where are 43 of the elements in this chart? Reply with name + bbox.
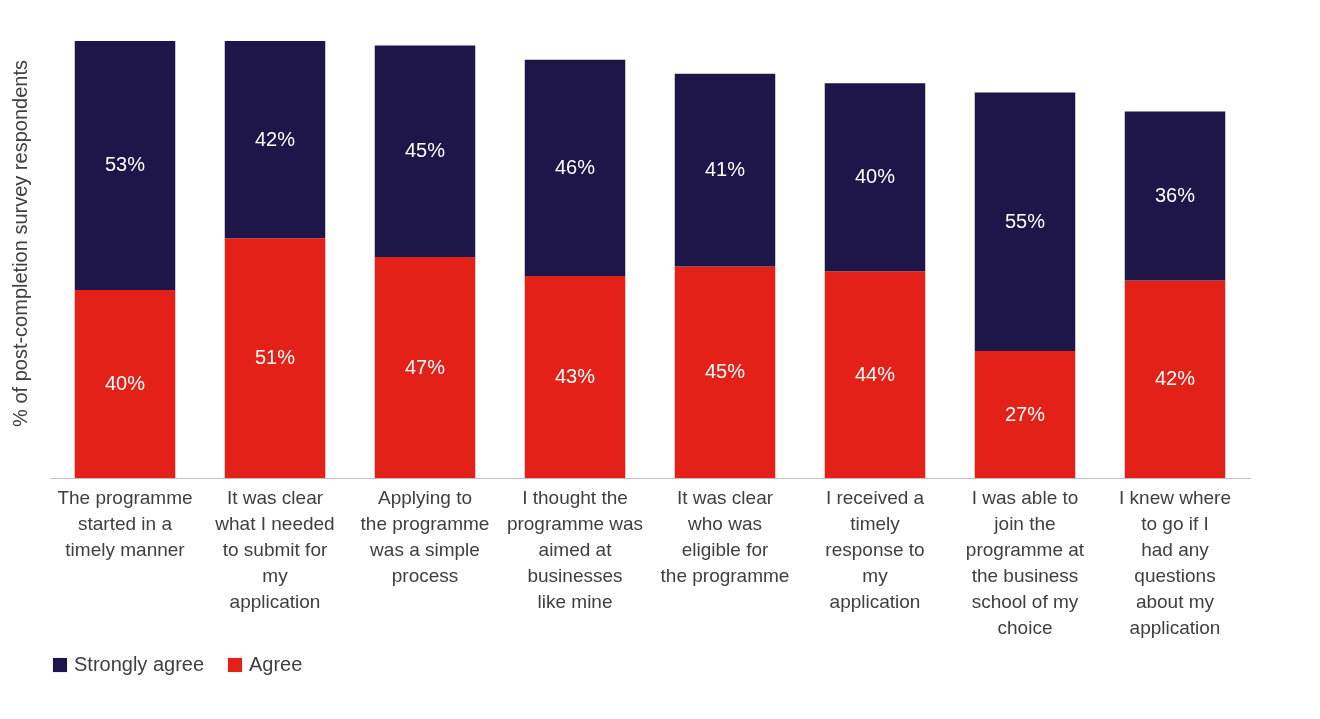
legend-label: Strongly agree: [74, 653, 205, 675]
data-label: 46%: [554, 155, 596, 178]
bar: [674, 73, 776, 267]
bar: [74, 40, 176, 290]
data-label: 36%: [1154, 184, 1196, 206]
bar: [524, 59, 626, 276]
data-label: 42%: [254, 127, 296, 150]
bar: [974, 351, 1076, 478]
bar: [524, 275, 626, 478]
bar: [1124, 111, 1226, 281]
data-label: 47%: [404, 355, 446, 378]
data-label: 40%: [854, 165, 896, 188]
bar: [824, 83, 926, 272]
x-tick-label: I thought the programme was aimed at businesses like mine: [506, 486, 644, 612]
data-label: 53%: [104, 153, 146, 176]
x-tick-label: I knew where to go if I had any questions about my application: [1119, 486, 1231, 638]
x-tick-label: I received a timely response to my application: [825, 486, 925, 612]
bar: [824, 271, 926, 478]
data-label: 45%: [704, 360, 746, 383]
bar: [374, 45, 476, 258]
data-label: 45%: [404, 139, 446, 162]
data-label: 40%: [104, 372, 146, 394]
data-label: 27%: [1004, 402, 1046, 425]
x-tick-label: Applying to the programme was a simple process: [360, 486, 490, 586]
bar: [974, 92, 1076, 352]
bar: [224, 238, 326, 478]
y-axis-title: % of post-completion survey respondents: [8, 60, 31, 427]
x-tick-label: It was clear who was eligible for the programme: [660, 486, 790, 586]
data-label: 43%: [554, 364, 596, 387]
bar: [374, 257, 476, 478]
data-label: 44%: [854, 362, 896, 385]
data-label: 51%: [254, 346, 296, 369]
legend-label: Agree: [249, 653, 303, 675]
data-label: 41%: [704, 158, 746, 181]
bar: [74, 290, 176, 478]
bar: [1124, 280, 1226, 478]
data-label: 55%: [1004, 209, 1046, 232]
bar: [224, 40, 326, 239]
bar: [674, 266, 776, 478]
x-tick-label: It was clear what I needed to submit for my application: [214, 486, 335, 612]
x-tick-label: The programme started in a timely manner: [57, 486, 193, 560]
data-label: 42%: [1154, 367, 1196, 390]
x-tick-label: I was able to join the programme at the business school of my choice: [965, 486, 1085, 638]
